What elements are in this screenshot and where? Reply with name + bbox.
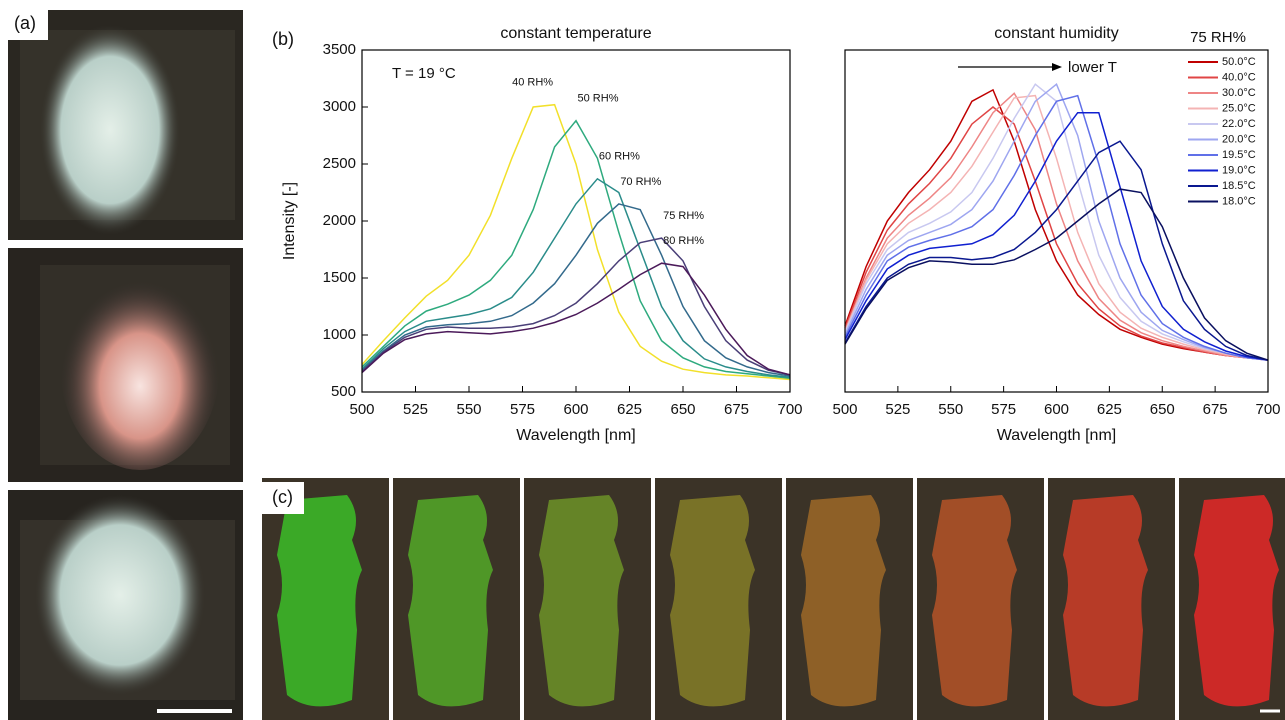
legend-label: 19.5°C — [1222, 149, 1256, 161]
y-tick-label: 2000 — [323, 212, 356, 229]
x-tick-label: 650 — [1150, 401, 1175, 418]
panel-label: (a) — [14, 13, 36, 33]
x-tick-label: 525 — [403, 401, 428, 418]
spectrum-line — [844, 111, 1269, 361]
chart-title: constant temperature — [500, 25, 651, 42]
arrow-head — [1052, 63, 1062, 71]
spectrum-line — [844, 94, 1269, 361]
photo-panel-c — [262, 478, 1285, 720]
x-tick-label: 675 — [724, 401, 749, 418]
spectrum-line — [361, 237, 791, 376]
spectrum-line — [361, 119, 791, 380]
spectrum-line — [361, 262, 791, 376]
crystal — [1063, 495, 1148, 707]
legend-label: 22.0°C — [1222, 118, 1256, 130]
spectrum-line — [361, 203, 791, 377]
y-axis-label: Intensity [-] — [281, 182, 298, 260]
crystal — [801, 495, 886, 707]
charts: constant temperature Wavelength [nm] Inten… — [281, 25, 1280, 444]
x-tick-label: 600 — [563, 401, 588, 418]
legend-label: 30.0°C — [1222, 87, 1256, 99]
y-tick-label: 1500 — [323, 269, 356, 286]
legend-label: 18.5°C — [1222, 180, 1256, 192]
x-tick-label: 600 — [1044, 401, 1069, 418]
crystal — [539, 495, 624, 707]
spectrum-line — [844, 94, 1269, 361]
x-tick-label: 575 — [991, 401, 1016, 418]
photo-panel-a — [8, 10, 243, 720]
y-tick-label: 3500 — [323, 41, 356, 58]
panel-label: (b) — [272, 29, 294, 49]
legend-label: 50.0°C — [1222, 56, 1256, 68]
crystal — [1194, 495, 1279, 707]
x-tick-label: 700 — [777, 401, 802, 418]
x-tick-label: 550 — [456, 401, 481, 418]
spectrum-line — [844, 188, 1269, 361]
spectrum-line — [844, 106, 1269, 361]
chart: constant temperature Wavelength [nm] Inten… — [281, 25, 802, 444]
chart: constant humidity Wavelength [nm] 500 525 55… — [832, 25, 1280, 444]
spectrum-line — [844, 88, 1269, 361]
series-label: 50 RH% — [578, 93, 619, 105]
series-label: 70 RH% — [620, 176, 661, 188]
legend-label: 40.0°C — [1222, 71, 1256, 83]
x-tick-label: 675 — [1203, 401, 1228, 418]
spectrum-line — [844, 140, 1269, 361]
y-tick-label: 3000 — [323, 98, 356, 115]
x-tick-label: 500 — [832, 401, 857, 418]
crystal — [408, 495, 493, 707]
chart-title: constant humidity — [994, 25, 1119, 42]
plot-frame — [361, 49, 791, 393]
spectrum-line — [844, 92, 1269, 361]
panel-label: (c) — [272, 487, 293, 507]
annotation: lower T — [1068, 59, 1117, 76]
y-tick-label: 1000 — [323, 326, 356, 343]
crystal — [932, 495, 1017, 707]
crystal — [277, 495, 362, 707]
legend-title: 75 RH% — [1190, 29, 1246, 46]
x-axis-label: Wavelength [nm] — [516, 427, 635, 444]
legend-label: 19.0°C — [1222, 164, 1256, 176]
x-tick-label: 525 — [885, 401, 910, 418]
legend-label: 20.0°C — [1222, 133, 1256, 145]
y-tick-label: 2500 — [323, 155, 356, 172]
crystal — [670, 495, 755, 707]
legend-label: 18.0°C — [1222, 195, 1256, 207]
series-label: 75 RH% — [663, 210, 704, 222]
label-box — [262, 482, 304, 514]
x-tick-label: 575 — [510, 401, 535, 418]
x-axis-label: Wavelength [nm] — [997, 427, 1116, 444]
series-label: 80 RH% — [663, 235, 704, 247]
x-tick-label: 700 — [1255, 401, 1280, 418]
series-label: 60 RH% — [599, 151, 640, 163]
x-tick-label: 550 — [938, 401, 963, 418]
legend-label: 25.0°C — [1222, 102, 1256, 114]
spectrum-line — [361, 177, 791, 378]
x-tick-label: 500 — [349, 401, 374, 418]
y-tick-label: 500 — [331, 383, 356, 400]
annotation: T = 19 °C — [392, 65, 456, 82]
series-label: 40 RH% — [512, 77, 553, 89]
spectrum-line — [361, 103, 791, 381]
x-tick-label: 625 — [1097, 401, 1122, 418]
plot-frame — [844, 49, 1269, 393]
x-tick-label: 650 — [670, 401, 695, 418]
spectrum-line — [844, 82, 1269, 361]
x-tick-label: 625 — [617, 401, 642, 418]
